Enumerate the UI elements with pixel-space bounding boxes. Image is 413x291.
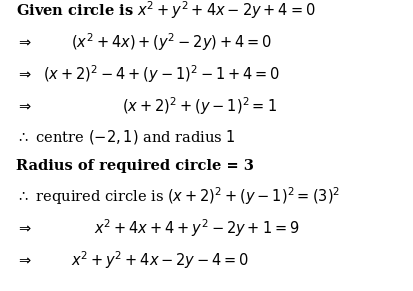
Text: Radius of required circle = 3: Radius of required circle = 3 xyxy=(16,159,253,173)
Text: $\Rightarrow$                   $(x + 2)^2 + (y - 1)^2 = 1$: $\Rightarrow$ $(x + 2)^2 + (y - 1)^2 = 1… xyxy=(16,95,276,117)
Text: $\Rightarrow$        $x^2 + y^2 + 4x - 2y - 4 = 0$: $\Rightarrow$ $x^2 + y^2 + 4x - 2y - 4 =… xyxy=(16,250,248,271)
Text: $\therefore$ required circle is $(x + 2)^2 + (y - 1)^2 = (3)^2$: $\therefore$ required circle is $(x + 2)… xyxy=(16,186,339,207)
Text: $\therefore$ centre $(-2, 1)$ and radius $1$: $\therefore$ centre $(-2, 1)$ and radius… xyxy=(16,128,235,146)
Text: $\Rightarrow$        $(x^2 + 4x) + (y^2 - 2y) + 4 = 0$: $\Rightarrow$ $(x^2 + 4x) + (y^2 - 2y) +… xyxy=(16,31,271,53)
Text: $\Rightarrow$             $x^2 + 4x + 4 + y^2 - 2y + 1 = 9$: $\Rightarrow$ $x^2 + 4x + 4 + y^2 - 2y +… xyxy=(16,218,299,239)
Text: $\Rightarrow$  $(x + 2)^2 - 4 + (y - 1)^2 - 1 +4 = 0$: $\Rightarrow$ $(x + 2)^2 - 4 + (y - 1)^2… xyxy=(16,63,279,85)
Text: Given circle is $x^2 + y^2 + 4x - 2y + 4 = 0$: Given circle is $x^2 + y^2 + 4x - 2y + 4… xyxy=(16,0,315,21)
